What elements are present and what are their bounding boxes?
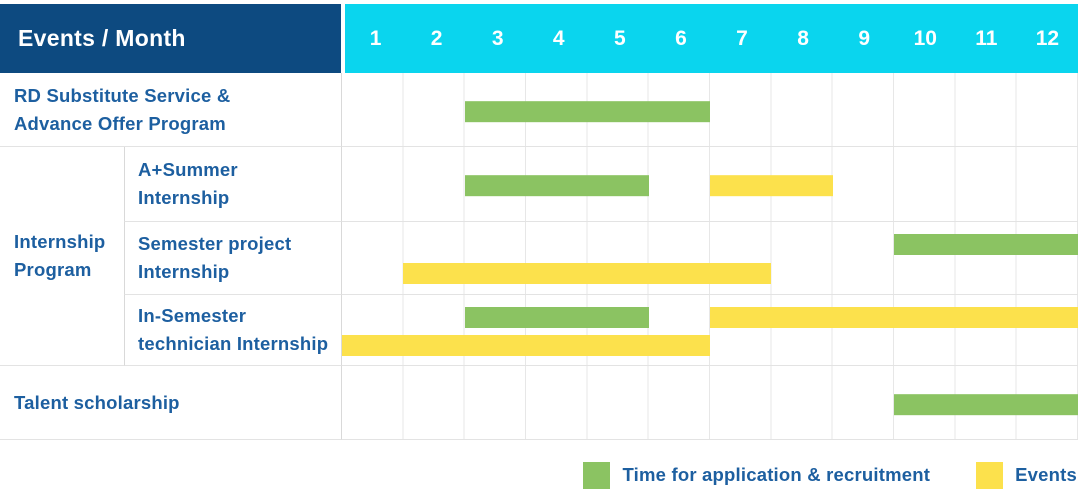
chart-row-rd-substitute-service <box>341 73 1078 147</box>
month-label-11: 11 <box>975 26 998 50</box>
application-recruitment-bar <box>464 175 649 197</box>
month-label-10: 10 <box>913 26 937 50</box>
month-label-4: 4 <box>552 26 565 50</box>
legend-item-events: Events <box>976 461 1077 489</box>
table-body: RD Substitute Service & Advance Offer Pr… <box>0 73 1078 440</box>
application-recruitment-bar <box>894 234 1078 256</box>
chart-row-in-semester-technician-internship <box>341 295 1078 366</box>
events-bar <box>710 175 833 197</box>
legend: Time for application & recruitment Event… <box>583 461 1077 489</box>
month-label-1: 1 <box>369 26 382 50</box>
row-label-in-semester-technician-internship: In-Semester technician Internship <box>124 295 341 366</box>
month-label-2: 2 <box>430 26 443 50</box>
month-label-6: 6 <box>675 26 687 50</box>
events-bar <box>403 263 772 285</box>
row-label-rd-substitute-service: RD Substitute Service & Advance Offer Pr… <box>0 73 341 147</box>
month-label-5: 5 <box>614 26 626 50</box>
month-label-12: 12 <box>1035 26 1060 50</box>
events-bar <box>710 306 1078 328</box>
events-month-header: Events / Month <box>0 4 341 73</box>
events-bar <box>342 334 710 356</box>
month-label-8: 8 <box>797 26 809 50</box>
legend-item-application-recruitment: Time for application & recruitment <box>583 461 931 489</box>
month-label-3: 3 <box>491 26 504 50</box>
yellow-swatch-icon <box>976 461 1004 489</box>
header-title: Events / Month <box>18 25 186 51</box>
month-label-7: 7 <box>736 26 748 50</box>
row-label-semester-project-internship: Semester project Internship <box>124 222 341 295</box>
group-label-internship-program: Internship Program <box>0 147 124 366</box>
table-header: Events / Month 1 2 3 4 5 6 7 8 9 10 11 1… <box>0 4 1078 73</box>
row-label-talent-scholarship: Talent scholarship <box>0 366 341 440</box>
application-recruitment-bar <box>464 306 649 328</box>
application-recruitment-bar <box>464 100 710 122</box>
chart-row-semester-project-internship <box>341 222 1078 295</box>
green-swatch-icon <box>583 461 611 489</box>
header-gap <box>341 4 345 73</box>
legend-label-application-recruitment: Time for application & recruitment <box>622 464 931 485</box>
month-header-row: 1 2 3 4 5 6 7 8 9 10 11 12 <box>345 4 1078 73</box>
legend-label-events: Events <box>1015 464 1077 485</box>
chart-row-a-plus-summer-internship <box>341 147 1078 222</box>
row-label-a-plus-summer-internship: A+Summer Internship <box>124 147 341 222</box>
month-label-9: 9 <box>858 26 870 50</box>
chart-row-talent-scholarship <box>341 366 1078 440</box>
application-recruitment-bar <box>894 393 1078 415</box>
